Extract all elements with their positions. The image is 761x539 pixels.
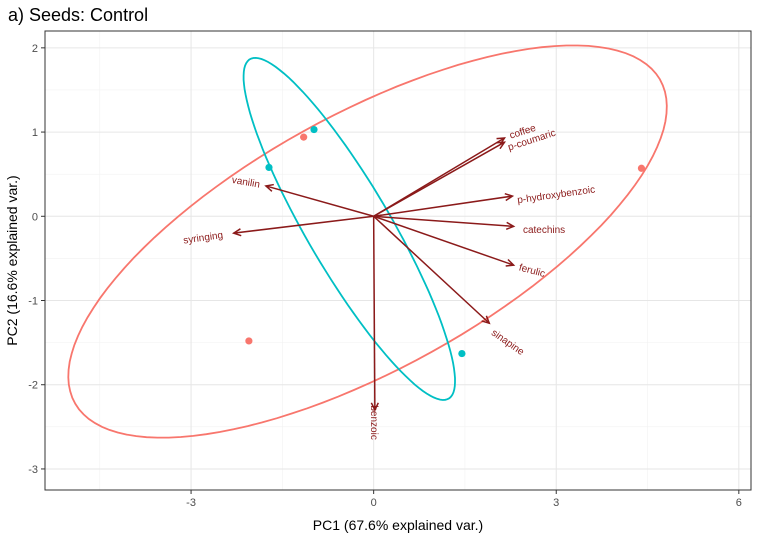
confidence-ellipses bbox=[67, 44, 668, 439]
arrowhead-p-hydroxybenzoic bbox=[504, 192, 515, 202]
arrow-vanilin bbox=[265, 185, 374, 218]
x-tick-label: -3 bbox=[186, 497, 196, 509]
arrow-catechins bbox=[373, 215, 514, 228]
point-group-1 bbox=[245, 337, 253, 345]
y-tick-label: 0 bbox=[32, 211, 38, 223]
point-group-2 bbox=[458, 349, 466, 358]
loading-label-benzoic: benzoic bbox=[368, 405, 379, 439]
x-axis-label: PC1 (67.6% explained var.) bbox=[313, 517, 483, 533]
x-tick-label: 3 bbox=[553, 497, 559, 509]
y-tick-label: 2 bbox=[32, 43, 38, 55]
y-axis-label: PC2 (16.6% explained var.) bbox=[4, 175, 20, 345]
y-tick-label: 1 bbox=[32, 127, 38, 139]
arrow-syringing bbox=[233, 215, 374, 234]
axis-ticks: -3 0 3 6 2 1 0 -1 -2 -3 bbox=[28, 43, 742, 509]
y-tick-label: -1 bbox=[28, 296, 38, 308]
point-group-2 bbox=[310, 125, 318, 134]
y-tick-label: -3 bbox=[28, 464, 38, 476]
ellipse-group-2 bbox=[242, 56, 456, 401]
grid bbox=[45, 31, 751, 490]
arrowhead-p-coumaric bbox=[496, 141, 507, 150]
x-tick-label: 6 bbox=[736, 497, 742, 509]
x-tick-label: 0 bbox=[371, 497, 377, 509]
y-tick-label: -2 bbox=[28, 380, 38, 392]
loading-label-vanilin: vanilin bbox=[231, 175, 261, 191]
arrowhead-sinapine bbox=[481, 315, 491, 325]
ellipse-group-1 bbox=[67, 44, 668, 439]
arrow-benzoic bbox=[372, 216, 376, 410]
point-group-1 bbox=[637, 164, 646, 172]
loading-label-catechins: catechins bbox=[523, 225, 565, 236]
arrowhead-benzoic bbox=[370, 402, 379, 412]
arrow-p-coumaric bbox=[373, 141, 505, 217]
arrow-ferulic bbox=[373, 215, 514, 266]
chart-title: a) Seeds: Control bbox=[8, 5, 148, 25]
arrow-sinapine bbox=[373, 215, 490, 324]
loading-label-syringing: syringing bbox=[183, 230, 224, 246]
loading-arrows: coffeep-coumaricp-hydroxybenzoiccatechin… bbox=[183, 123, 596, 440]
point-group-1 bbox=[300, 133, 308, 141]
arrow-p-hydroxybenzoic bbox=[373, 195, 513, 218]
arrowhead-syringing bbox=[231, 228, 242, 237]
arrowhead-catechins bbox=[505, 221, 516, 231]
arrowhead-ferulic bbox=[505, 258, 516, 267]
point-group-2 bbox=[265, 163, 273, 172]
arrowhead-vanilin bbox=[264, 183, 274, 192]
panel-border bbox=[44, 30, 752, 491]
score-points bbox=[245, 125, 646, 358]
loading-label-ferulic: ferulic bbox=[518, 262, 547, 280]
